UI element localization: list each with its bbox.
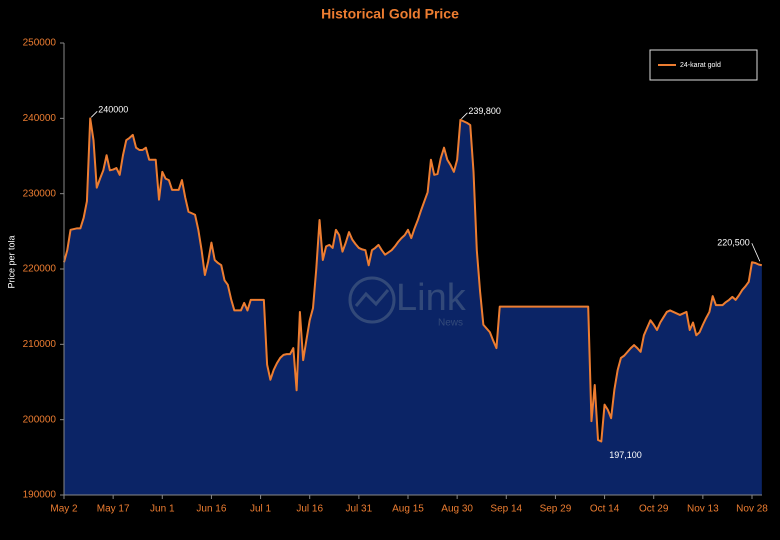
y-tick-label: 240000 <box>23 113 57 124</box>
area-fill <box>64 118 762 495</box>
x-tick-label: May 2 <box>50 504 78 515</box>
y-axis-label: Price per tola <box>6 235 16 288</box>
x-tick-label: Jul 31 <box>346 504 373 515</box>
x-tick-label: Oct 29 <box>639 504 669 515</box>
chart-title: Historical Gold Price <box>321 6 459 22</box>
y-tick-label: 250000 <box>23 38 57 49</box>
y-tick-label: 220000 <box>23 264 57 275</box>
x-tick-label: Sep 29 <box>540 504 572 515</box>
x-tick-label: Nov 28 <box>736 504 768 515</box>
x-tick-label: Jun 16 <box>196 504 226 515</box>
x-tick-label: Jul 16 <box>296 504 323 515</box>
data-label: 240000 <box>98 105 128 115</box>
x-tick-label: Oct 14 <box>590 504 620 515</box>
data-label: 220,500 <box>717 238 750 248</box>
legend: 24-karat gold <box>649 49 758 81</box>
watermark-logo <box>348 276 396 324</box>
watermark-text: Link <box>396 277 467 319</box>
x-tick-label: May 17 <box>97 504 130 515</box>
y-tick-label: 190000 <box>23 490 57 501</box>
y-tick-label: 200000 <box>23 414 57 425</box>
watermark-subtext: News <box>438 318 463 329</box>
y-tick-label: 230000 <box>23 188 57 199</box>
x-tick-label: Nov 13 <box>687 504 719 515</box>
y-tick-label: 210000 <box>23 339 57 350</box>
x-tick-label: Jun 1 <box>150 504 175 515</box>
x-tick-label: Sep 14 <box>490 504 522 515</box>
label-leader <box>461 112 468 120</box>
series-line <box>63 117 763 443</box>
legend-label: 24-karat gold <box>680 62 721 69</box>
x-tick-label: Aug 15 <box>392 504 424 515</box>
x-tick-label: Jul 1 <box>250 504 272 515</box>
label-leader <box>90 111 98 118</box>
x-tick-label: Aug 30 <box>441 504 473 515</box>
data-label: 239,800 <box>468 106 501 116</box>
label-leader <box>751 243 761 262</box>
watermark-logo-mark <box>354 289 390 307</box>
data-label: 197,100 <box>609 450 642 460</box>
